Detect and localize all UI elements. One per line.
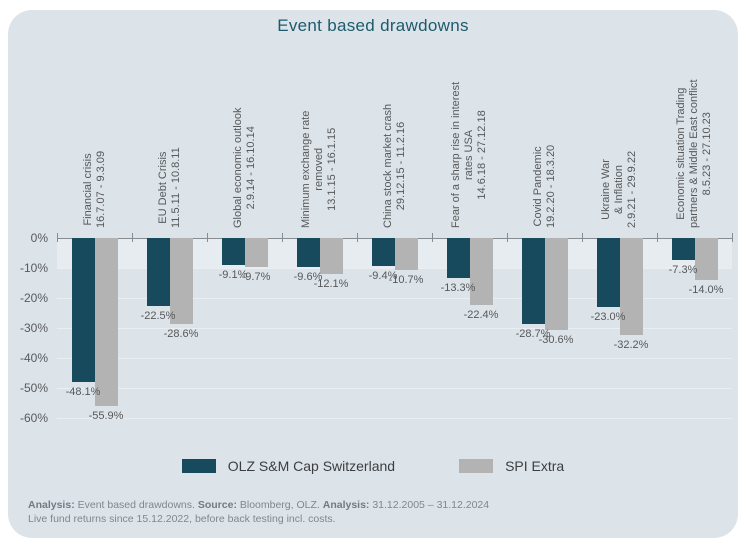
category-label: Ukraine War & Inflation 2.9.21 - 29.9.22 — [600, 150, 638, 228]
category-label: Global economic outlook 2.9.14 - 16.10.1… — [231, 107, 257, 228]
axis-tick — [282, 233, 283, 242]
footnotes: Analysis: Event based drawdowns. Source:… — [28, 498, 489, 526]
spi-bar — [319, 238, 343, 275]
spi-value-label: -28.6% — [163, 327, 199, 340]
grid-line — [57, 388, 732, 389]
grid-line — [57, 418, 732, 419]
axis-tick — [732, 233, 733, 242]
spi-value-label: -32.2% — [613, 338, 649, 351]
spi-bar — [619, 238, 643, 335]
spi-bar — [544, 238, 568, 330]
olz-value-label: -48.1% — [65, 386, 101, 399]
olz-bar — [221, 238, 245, 266]
category-label: Economic situation Trading partners & Mi… — [675, 79, 713, 228]
spi-value-label: -55.9% — [88, 409, 124, 422]
axis-tick — [132, 233, 133, 242]
footnote-segment: 31.12.2005 – 31.12.2024 — [369, 499, 490, 511]
footnote-segment: Analysis: — [322, 499, 370, 511]
footnote-segment: Analysis: — [28, 499, 75, 511]
legend-label: OLZ S&M Cap Switzerland — [227, 458, 396, 474]
category-label: Financial crisis 16.7.07 - 9.3.09 — [81, 150, 107, 228]
spi-value-label: -12.1% — [313, 278, 349, 291]
legend-label: SPI Extra — [505, 458, 565, 474]
category-label: Covid Pandemic 19.2.20 - 18.3.20 — [531, 144, 557, 228]
olz-value-label: -9.4% — [368, 270, 398, 283]
spi-bar — [469, 238, 493, 306]
grid-line — [57, 358, 732, 359]
legend-swatch-olz — [181, 459, 216, 473]
spi-bar — [394, 238, 418, 271]
spi-value-label: -10.7% — [388, 274, 424, 287]
y-axis-tick-label: -60% — [19, 411, 48, 425]
spi-value-label: -30.6% — [538, 333, 574, 346]
olz-bar — [671, 238, 695, 260]
spi-bar — [244, 238, 268, 268]
footnote-segment: Bloomberg, OLZ. — [236, 499, 323, 511]
spi-bar — [169, 238, 193, 324]
y-axis-tick-label: -50% — [19, 381, 48, 395]
legend-item: OLZ S&M Cap Switzerland — [181, 458, 396, 474]
category-label: China stock market crash 29.12.15 - 11.2… — [381, 103, 407, 228]
axis-tick — [582, 233, 583, 242]
y-axis-tick-label: -40% — [19, 351, 48, 365]
footnote-line-1: Analysis: Event based drawdowns. Source:… — [28, 498, 489, 512]
axis-tick — [57, 233, 58, 242]
olz-value-label: -7.3% — [668, 263, 698, 276]
legend-item: SPI Extra — [459, 458, 564, 474]
olz-value-label: -28.7% — [515, 328, 551, 341]
olz-bar — [146, 238, 170, 306]
olz-bar — [596, 238, 620, 307]
olz-bar — [296, 238, 320, 267]
axis-tick — [357, 233, 358, 242]
spi-bar — [694, 238, 718, 280]
y-axis-tick-label: -20% — [19, 291, 48, 305]
axis-tick — [432, 233, 433, 242]
olz-value-label: -9.6% — [293, 270, 323, 283]
olz-bar — [446, 238, 470, 278]
spi-bar — [94, 238, 118, 406]
olz-bar — [371, 238, 395, 267]
y-axis-tick-label: -10% — [19, 261, 48, 275]
footnote-segment: Event based drawdowns. — [74, 499, 198, 511]
spi-value-label: -14.0% — [688, 284, 724, 296]
axis-tick — [207, 233, 208, 242]
spi-value-label: -22.4% — [463, 309, 499, 322]
olz-bar — [521, 238, 545, 325]
olz-bar — [71, 238, 95, 383]
axis-tick — [657, 233, 658, 242]
y-axis-tick-label: -30% — [19, 321, 48, 335]
legend-swatch-spi — [459, 459, 494, 473]
chart-legend: OLZ S&M Cap Switzerland SPI Extra — [0, 458, 746, 474]
axis-tick — [507, 233, 508, 242]
grid-line — [57, 328, 732, 329]
grid-line — [57, 298, 732, 299]
footnote-segment: Source: — [197, 499, 237, 511]
category-label: Minimum exchange rate removed 13.1.15 - … — [300, 110, 338, 228]
footnote-line-2: Live fund returns since 15.12.2022, befo… — [28, 513, 336, 525]
category-label: Fear of a sharp rise in interest rates U… — [450, 81, 488, 228]
chart-title: Event based drawdowns — [277, 16, 469, 35]
olz-value-label: -22.5% — [140, 309, 176, 322]
olz-value-label: -9.1% — [218, 269, 248, 282]
spi-value-label: -9.7% — [241, 271, 271, 284]
olz-value-label: -23.0% — [590, 311, 626, 323]
olz-value-label: -13.3% — [440, 281, 476, 294]
y-axis-tick-label: 0% — [30, 231, 48, 245]
category-label: EU Debt Crisis 11.5.11 - 10.8.11 — [156, 147, 182, 228]
